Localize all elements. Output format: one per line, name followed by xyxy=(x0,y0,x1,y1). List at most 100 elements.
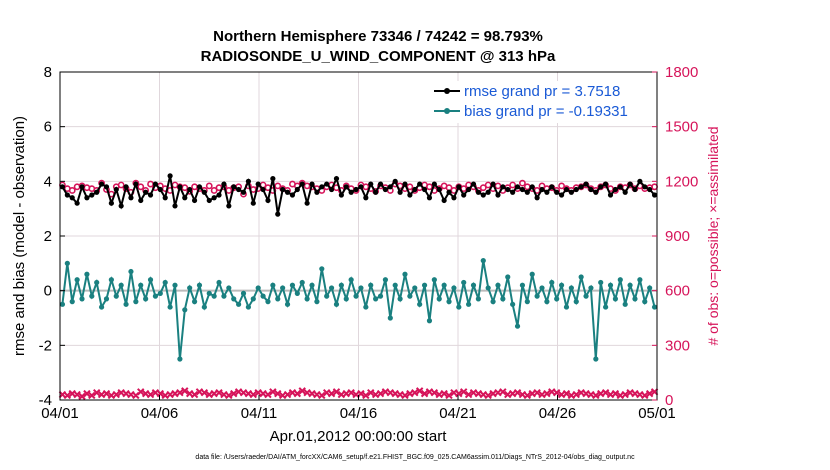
cross-stroke xyxy=(572,390,580,399)
cross-stroke xyxy=(543,389,551,398)
x-tick-label: 04/06 xyxy=(141,405,179,422)
bias-point xyxy=(563,304,570,310)
bias-point xyxy=(304,296,310,302)
rmse-point xyxy=(157,186,163,193)
rmse-point xyxy=(108,200,114,206)
y-right-tick-label: 600 xyxy=(665,283,690,300)
rmse-point xyxy=(544,189,550,195)
obs-assimilated-point xyxy=(362,391,370,400)
rmse-point xyxy=(607,192,614,198)
bias-point xyxy=(363,304,369,310)
cross-stroke xyxy=(611,389,620,398)
x-tick-label: 05/01 xyxy=(638,405,676,422)
chart-title: Northern Hemisphere 73346 / 74242 = 98.7… xyxy=(213,28,543,45)
cross-stroke xyxy=(362,391,370,400)
bias-point xyxy=(622,301,628,307)
rmse-point xyxy=(103,184,110,190)
rmse-point xyxy=(309,181,315,187)
obs-assimilated-point xyxy=(499,388,507,396)
cross-stroke xyxy=(415,387,424,395)
rmse-point xyxy=(128,195,134,201)
bias-point xyxy=(338,282,344,288)
obs-possible-point xyxy=(68,187,76,194)
cross-stroke xyxy=(88,391,96,400)
rmse-point xyxy=(280,186,286,193)
bias-point xyxy=(196,282,203,288)
obs-assimilated-point xyxy=(484,391,492,400)
x-axis-label: Apr.01,2012 00:00:00 start xyxy=(270,428,448,445)
bias-point xyxy=(387,315,393,321)
cross-stroke xyxy=(176,389,184,397)
rmse-point xyxy=(387,184,393,190)
cross-stroke xyxy=(562,389,571,398)
bias-point xyxy=(568,285,574,291)
rmse-point xyxy=(514,184,521,190)
rmse-point xyxy=(211,195,217,201)
bias-point xyxy=(64,260,70,266)
rmse-point xyxy=(373,189,379,195)
bias-point xyxy=(519,282,526,288)
cross-stroke xyxy=(166,390,174,399)
bias-point xyxy=(191,299,198,305)
cross-stroke xyxy=(645,389,654,398)
obs-possible-point xyxy=(494,182,502,190)
cross-stroke xyxy=(641,391,649,400)
bias-point xyxy=(260,293,266,299)
rmse-point xyxy=(490,181,496,187)
bias-point xyxy=(348,277,354,283)
bias-point xyxy=(152,293,159,299)
cross-stroke xyxy=(592,391,600,400)
rmse-point xyxy=(358,184,364,190)
bias-point xyxy=(456,304,462,310)
cross-stroke xyxy=(161,391,169,400)
cross-stroke xyxy=(200,389,209,397)
bias-point xyxy=(534,293,540,299)
cross-stroke xyxy=(597,389,605,398)
obs-assimilated-point xyxy=(367,389,375,397)
rmse-point xyxy=(627,181,633,187)
obs-assimilated-point xyxy=(455,389,463,398)
rmse-point xyxy=(505,186,511,193)
rmse-point xyxy=(299,181,305,187)
obs-assimilated-point xyxy=(264,390,272,399)
y-axis-left-label: rmse and bias (model - observation) xyxy=(11,116,28,356)
rmse-point xyxy=(133,181,139,187)
bias-point xyxy=(147,277,154,283)
bias-point xyxy=(632,296,638,302)
rmse-point xyxy=(319,184,325,190)
obs-possible-point xyxy=(137,183,145,191)
legend: rmse grand pr = 3.7518 bias grand pr = -… xyxy=(428,81,644,123)
cross-stroke xyxy=(210,389,218,398)
bias-point xyxy=(201,304,207,310)
obs-assimilated-point xyxy=(181,387,189,395)
rmse-point xyxy=(236,186,242,193)
bias-point xyxy=(461,279,467,286)
rmse-point xyxy=(431,181,437,187)
cross-stroke xyxy=(376,389,385,398)
cross-stroke xyxy=(83,389,91,398)
bias-point xyxy=(441,282,447,288)
x-tick-label: 04/01 xyxy=(41,405,79,422)
obs-assimilated-point xyxy=(293,389,302,398)
bias-point xyxy=(236,301,242,307)
rmse-point xyxy=(221,181,227,187)
y-tick-label: -2 xyxy=(39,337,52,354)
rmse-point xyxy=(343,184,349,190)
bias-point xyxy=(627,282,633,288)
obs-assimilated-point xyxy=(200,389,209,397)
rmse-point xyxy=(113,186,119,193)
cross-stroke xyxy=(484,391,492,400)
rmse-point xyxy=(651,192,658,198)
obs-assimilated-point xyxy=(283,390,292,399)
y-right-tick-label: 1800 xyxy=(665,64,698,81)
cross-stroke xyxy=(499,388,507,396)
cross-stroke xyxy=(215,389,223,397)
obs-possible-point xyxy=(147,180,154,188)
obs-assimilated-point xyxy=(249,390,257,399)
obs-possible-point xyxy=(426,183,433,191)
rmse-point xyxy=(231,184,237,190)
rmse-point xyxy=(250,200,256,206)
rmse-point xyxy=(466,186,472,193)
cross-stroke xyxy=(455,389,463,398)
obs-possible-point xyxy=(479,184,487,192)
